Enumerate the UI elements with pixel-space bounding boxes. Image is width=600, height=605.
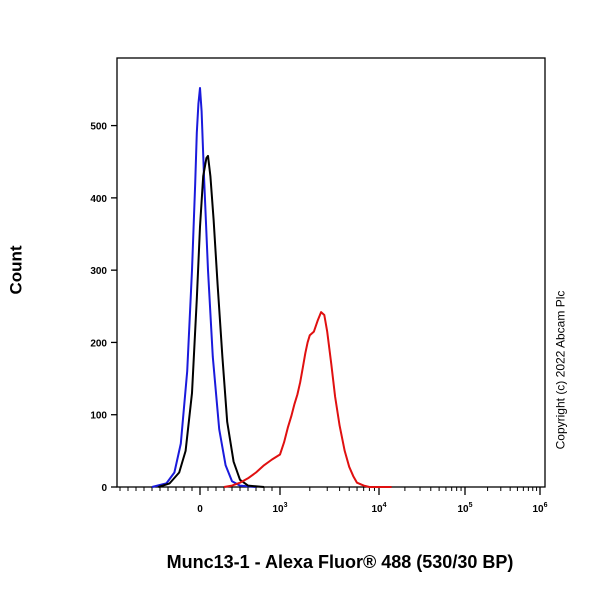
y-tick-label: 400 xyxy=(90,194,107,205)
x-tick-label: 106 xyxy=(532,502,547,515)
x-tick-label: 104 xyxy=(371,502,386,515)
x-tick-exponent: 4 xyxy=(383,502,387,509)
y-tick-label: 100 xyxy=(90,411,107,422)
y-axis-label: Count xyxy=(7,245,26,295)
x-tick-label: 0 xyxy=(197,504,203,515)
x-tick-label: 105 xyxy=(457,502,472,515)
y-tick-label: 500 xyxy=(90,122,107,133)
copyright-wrap: Copyright (c) 2022 Abcam Plc xyxy=(545,250,575,490)
y-tick-label: 300 xyxy=(90,266,107,277)
x-tick-label: 103 xyxy=(272,502,287,515)
x-tick-exponent: 3 xyxy=(284,502,288,509)
x-tick-exponent: 5 xyxy=(469,502,473,509)
x-axis-label: Munc13-1 - Alexa Fluor® 488 (530/30 BP) xyxy=(166,552,514,572)
series-line-3 xyxy=(223,311,392,488)
series-line-2 xyxy=(158,154,265,488)
copyright-text: Copyright (c) 2022 Abcam Plc xyxy=(553,290,567,450)
y-axis-label-wrap: Count xyxy=(2,230,32,310)
x-tick-exponent: 6 xyxy=(544,502,548,509)
y-tick-label: 200 xyxy=(90,338,107,349)
plot-frame xyxy=(116,57,546,488)
y-tick-label: 0 xyxy=(101,483,107,494)
series-line-1 xyxy=(151,87,257,488)
